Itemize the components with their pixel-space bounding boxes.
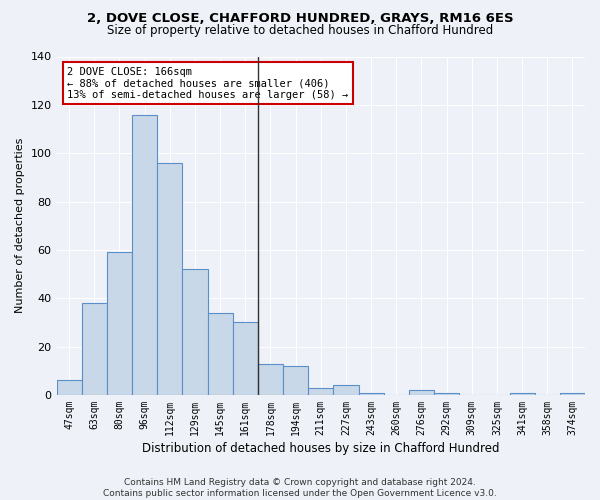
Bar [208, 313, 233, 395]
Bar [283, 366, 308, 395]
Text: Size of property relative to detached houses in Chafford Hundred: Size of property relative to detached ho… [107, 24, 493, 37]
Y-axis label: Number of detached properties: Number of detached properties [15, 138, 25, 314]
X-axis label: Distribution of detached houses by size in Chafford Hundred: Distribution of detached houses by size … [142, 442, 500, 455]
Bar [308, 388, 334, 395]
Bar [182, 269, 208, 395]
Bar [334, 386, 359, 395]
Bar [107, 252, 132, 395]
Bar [359, 392, 383, 395]
Bar [434, 392, 459, 395]
Text: 2, DOVE CLOSE, CHAFFORD HUNDRED, GRAYS, RM16 6ES: 2, DOVE CLOSE, CHAFFORD HUNDRED, GRAYS, … [86, 12, 514, 26]
Bar [258, 364, 283, 395]
Bar [82, 303, 107, 395]
Bar [157, 163, 182, 395]
Bar [132, 114, 157, 395]
Text: 2 DOVE CLOSE: 166sqm
← 88% of detached houses are smaller (406)
13% of semi-deta: 2 DOVE CLOSE: 166sqm ← 88% of detached h… [67, 66, 349, 100]
Bar [56, 380, 82, 395]
Title: 2, DOVE CLOSE, CHAFFORD HUNDRED, GRAYS, RM16 6ES
Size of property relative to de: 2, DOVE CLOSE, CHAFFORD HUNDRED, GRAYS, … [0, 499, 1, 500]
Text: Contains HM Land Registry data © Crown copyright and database right 2024.
Contai: Contains HM Land Registry data © Crown c… [103, 478, 497, 498]
Bar [509, 392, 535, 395]
Bar [233, 322, 258, 395]
Bar [560, 392, 585, 395]
Bar [409, 390, 434, 395]
